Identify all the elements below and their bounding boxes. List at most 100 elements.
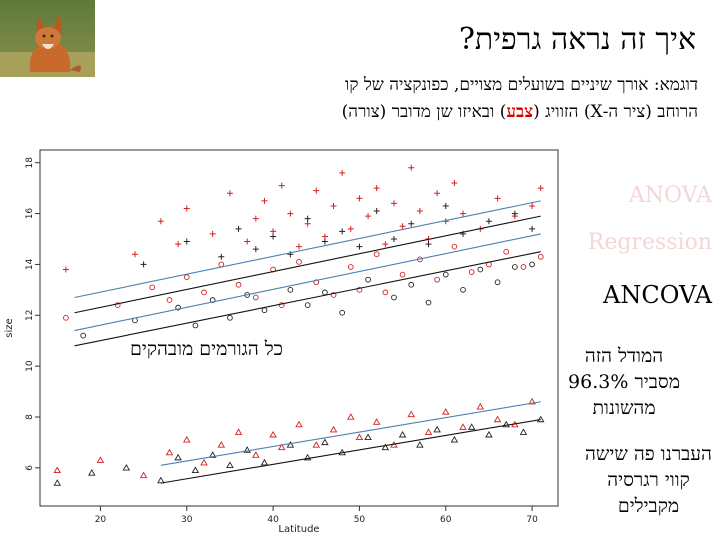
point-triangle [182,435,191,443]
point-triangle [381,443,390,451]
point-triangle [416,441,424,448]
point-plus [356,243,363,250]
point-plus [408,220,415,227]
point-plus [313,187,320,194]
point-plus [390,236,397,242]
point-triangle [536,415,545,423]
lines-note-line-2: קווי רגרסיה [607,469,690,491]
regression-line [74,233,541,332]
point-circle [114,302,121,308]
model-note: המודל הזה מסביר 96.3% מהשונות [568,343,680,421]
y-tick-label: 18 [25,157,35,169]
point-triangle [260,458,269,466]
point-circle [408,281,415,288]
subtitle-line-1: דוגמא: אורך שיניים בשועלים מצויים, כפונק… [344,75,698,95]
point-triangle [347,413,355,420]
point-triangle [312,441,321,448]
point-triangle [372,418,381,425]
regression-line [160,401,541,466]
point-circle [537,253,544,260]
point-plus [485,218,492,225]
point-circle [382,289,389,296]
point-triangle [277,443,286,451]
point-triangle [53,479,62,486]
data-points [53,164,545,486]
point-plus [425,241,432,248]
point-plus [494,195,501,202]
point-circle [339,309,346,316]
point-plus [244,238,251,245]
y-tick-label: 6 [25,465,35,471]
point-triangle [234,428,243,435]
point-plus [399,223,406,230]
point-circle [365,276,371,283]
point-plus [157,218,164,225]
point-plus [451,180,458,187]
point-circle [252,294,259,301]
model-note-verb: מסביר [634,371,680,393]
point-plus [529,202,536,209]
point-plus [460,210,467,217]
point-plus [278,182,285,189]
point-triangle [329,425,338,433]
point-circle [296,259,302,265]
y-axis-label: size [4,318,15,337]
point-triangle [321,438,329,446]
point-triangle [433,425,441,433]
point-plus [330,202,337,209]
point-triangle [459,423,467,430]
point-triangle [303,453,312,461]
point-circle [451,243,458,250]
point-triangle [355,433,364,440]
point-plus [339,228,346,235]
point-plus [304,220,311,227]
point-triangle [122,463,131,471]
point-plus [373,208,380,215]
lines-note: העברנו פה שישה קווי רגרסיה מקבילים [585,441,712,519]
point-triangle [485,430,493,438]
x-tick-label: 20 [95,515,107,525]
scatter-chart: 20 30 40 50 60 70 6 8 10 12 14 16 18 Latitude size [4,149,559,535]
point-plus [226,190,233,197]
point-plus [296,243,302,250]
point-circle [149,284,156,291]
point-triangle [450,435,459,443]
point-triangle [467,423,476,430]
point-circle [166,297,173,303]
point-circle [313,279,320,286]
point-triangle [139,471,148,479]
point-circle [201,289,207,296]
point-plus [183,238,190,245]
point-circle [529,261,535,268]
y-tick-label: 10 [25,360,35,372]
point-plus [339,169,346,176]
regression-line [74,200,541,299]
point-triangle [252,451,260,458]
model-note-percent: 96.3% [568,371,629,393]
model-note-line-1: המודל הזה [584,345,664,367]
plot-frame [39,149,559,507]
point-triangle [364,433,372,440]
model-note-line-3: מהשונות [592,397,656,419]
point-triangle [191,466,200,474]
point-circle [425,299,432,306]
x-tick-label: 50 [354,515,366,525]
point-circle [468,269,475,275]
point-circle [235,281,242,288]
point-circle [330,292,337,298]
point-triangle [441,408,450,415]
point-triangle [519,428,528,435]
x-tick-label: 40 [267,515,279,525]
point-triangle [295,420,303,428]
point-plus [373,185,380,192]
y-tick-label: 12 [25,310,35,321]
method-ancova: ANCOVA [603,281,712,309]
regression-line [74,251,541,347]
slide-subtitle: דוגמא: אורך שיניים בשועלים מצויים, כפונק… [342,72,698,126]
point-plus [511,210,518,217]
subtitle-line-2-start: הרוחב (ציר ה-X) הזוויג ( [533,102,698,122]
point-triangle [96,456,105,463]
axis-ticks: 20 30 40 50 60 70 6 8 10 12 14 16 18 [25,157,538,525]
x-axis-label: Latitude [278,524,319,535]
x-tick-label: 60 [440,515,452,525]
